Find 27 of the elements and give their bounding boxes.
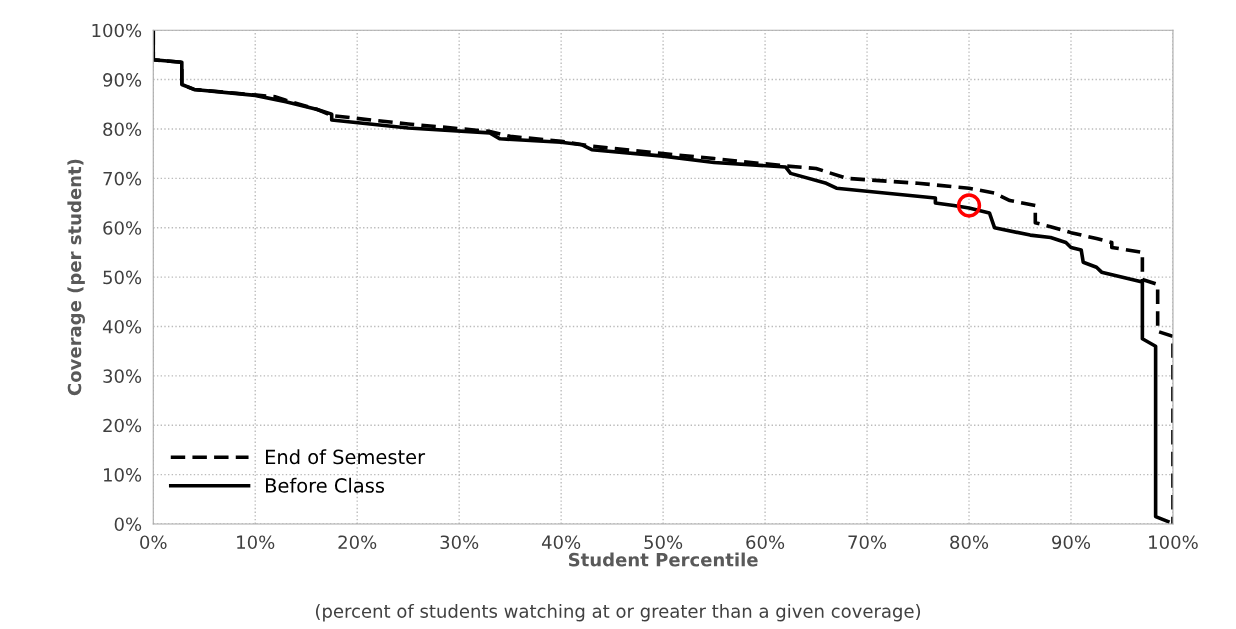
y-tick-label: 100% [92, 23, 142, 38]
y-tick-label: 40% [102, 319, 142, 334]
x-tick-label: 90% [1052, 535, 1091, 550]
x-tick-label: 50% [644, 535, 683, 550]
x-tick-label: 10% [237, 535, 275, 550]
text: (percent of students watching at or greater than a given coverage) [315, 603, 921, 622]
x-tick-label: 0% [140, 535, 167, 550]
y-tick-label: 70% [103, 171, 142, 186]
x-axis-title: Student Percentile [568, 552, 758, 567]
y-tick-label: 50% [103, 270, 142, 285]
x-tick-label: 30% [440, 535, 479, 550]
y-tick-label: 10% [104, 468, 142, 482]
y-tick-label: 90% [103, 73, 142, 87]
x-tick-label: 20% [338, 535, 377, 550]
y-tick-label: 20% [103, 418, 142, 433]
y-tick-label: 60% [103, 221, 142, 235]
x-tick-label: 100% [1149, 535, 1198, 550]
x-tick-label: 70% [848, 535, 887, 550]
legend-label: Before Class [266, 477, 385, 493]
y-tick-label: 0% [114, 517, 142, 532]
x-tick-label: 80% [950, 535, 989, 550]
y-tick-label: 80% [103, 122, 142, 137]
y-tick-label: 30% [103, 369, 142, 383]
legend-label: End of Semester [266, 449, 426, 465]
x-tick-label: 40% [541, 535, 581, 550]
x-tick-label: 60% [746, 535, 785, 550]
y-axis-title: Coverage (per student) [67, 159, 85, 396]
